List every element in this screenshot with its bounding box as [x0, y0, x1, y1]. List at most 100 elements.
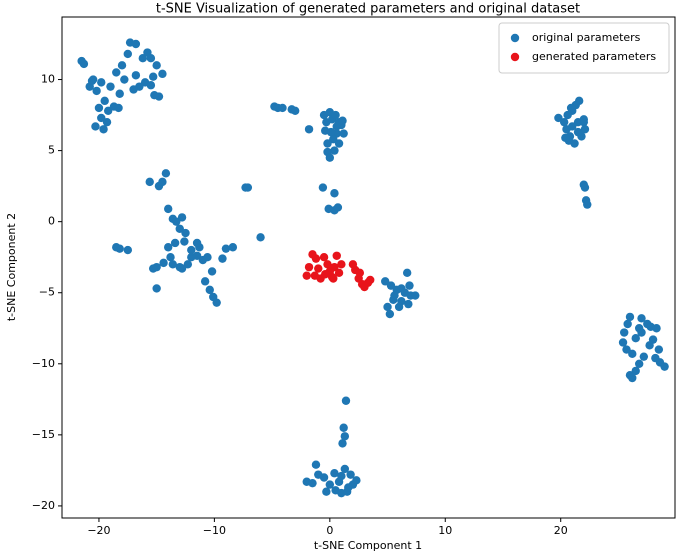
scatter-point — [304, 125, 314, 134]
scatter-point — [175, 224, 184, 233]
scatter-point — [330, 469, 339, 478]
scatter-point — [172, 217, 181, 226]
scatter-point — [308, 478, 317, 488]
legend-marker — [510, 52, 520, 62]
scatter-point — [402, 268, 412, 278]
scatter-point — [323, 260, 332, 269]
scatter-point — [145, 177, 154, 187]
scatter-point — [337, 260, 346, 269]
scatter-point — [573, 127, 583, 137]
scatter-point — [330, 262, 339, 272]
scatter-point — [318, 183, 328, 192]
scatter-point — [381, 277, 390, 286]
scatter-point — [180, 237, 189, 246]
scatter-point — [152, 284, 161, 293]
scatter-point — [94, 103, 104, 113]
scatter-point — [330, 146, 339, 155]
scatter-point — [319, 252, 329, 262]
scatter-point — [322, 487, 331, 496]
scatter-point — [561, 133, 570, 143]
scatter-point — [120, 75, 129, 84]
scatter-point — [115, 244, 124, 253]
scatter-point — [164, 243, 173, 252]
scatter-point — [631, 334, 640, 343]
scatter-point — [97, 78, 106, 87]
scatter-point — [386, 281, 396, 290]
y-tick-label: 5 — [48, 144, 55, 157]
scatter-point — [131, 39, 141, 49]
scatter-point — [177, 264, 187, 273]
scatter-point — [87, 76, 97, 86]
scatter-point — [355, 268, 365, 278]
scatter-point — [334, 268, 344, 278]
scatter-point — [92, 86, 101, 96]
scatter-point — [332, 122, 341, 131]
scatter-point — [131, 71, 141, 80]
scatter-point — [635, 324, 644, 333]
legend-marker — [510, 33, 520, 43]
scatter-point — [256, 233, 265, 242]
scatter-point — [321, 126, 330, 135]
scatter-point — [635, 359, 644, 368]
legend-label: original parameters — [532, 31, 641, 44]
scatter-point — [158, 177, 167, 187]
scatter-point — [181, 228, 190, 238]
scatter-point — [115, 89, 124, 98]
scatter-point — [192, 238, 202, 248]
scatter-point — [583, 200, 592, 209]
scatter-point — [390, 291, 399, 300]
scatter-point — [352, 476, 361, 485]
scatter-point — [566, 103, 576, 113]
scatter-point — [112, 68, 121, 77]
chart-title: t-SNE Visualization of generated paramet… — [156, 2, 580, 17]
y-tick-label: −15 — [32, 428, 55, 441]
x-tick-label: −20 — [87, 524, 110, 537]
scatter-point — [117, 61, 127, 70]
scatter-point — [150, 90, 159, 100]
scatter-point — [164, 204, 173, 214]
scatter-point — [385, 309, 395, 319]
scatter-point — [622, 345, 631, 354]
scatter-point — [618, 338, 628, 347]
scatter-point — [102, 117, 112, 127]
x-tick-label: 10 — [438, 524, 452, 537]
scatter-point — [212, 298, 221, 307]
scatter-point — [146, 81, 156, 90]
scatter-point — [339, 129, 348, 138]
scatter-point — [340, 464, 350, 474]
scatter-point — [106, 82, 115, 91]
scatter-point — [334, 477, 344, 486]
scatter-point — [332, 251, 341, 260]
y-tick-label: −20 — [32, 499, 55, 512]
scatter-point — [97, 113, 106, 123]
legend-label: generated parameters — [532, 50, 656, 63]
scatter-point — [344, 483, 353, 492]
scatter-point — [99, 125, 108, 134]
scatter-point — [339, 423, 348, 432]
scatter-point — [170, 238, 180, 248]
scatter-point — [290, 106, 300, 116]
scatter-point — [323, 139, 332, 148]
scatter-point — [405, 281, 414, 290]
scatter-point — [563, 110, 572, 120]
scatter-point — [148, 264, 158, 273]
scatter-point — [183, 260, 193, 269]
scatter-point — [331, 110, 340, 120]
scatter-point — [554, 113, 563, 123]
scatter-point — [325, 480, 335, 489]
scatter-point — [221, 244, 231, 253]
scatter-point — [645, 341, 654, 350]
scatter-point — [148, 72, 158, 81]
scatter-point — [278, 103, 287, 113]
x-tick-label: 20 — [554, 524, 568, 537]
scatter-point — [228, 243, 238, 252]
scatter-point — [192, 251, 202, 260]
scatter-point — [338, 439, 347, 448]
scatter-point — [654, 345, 664, 354]
scatter-point — [187, 245, 196, 255]
scatter-point — [411, 291, 420, 300]
scatter-point — [166, 252, 175, 262]
scatter-point — [341, 396, 351, 405]
scatter-point — [325, 153, 335, 162]
